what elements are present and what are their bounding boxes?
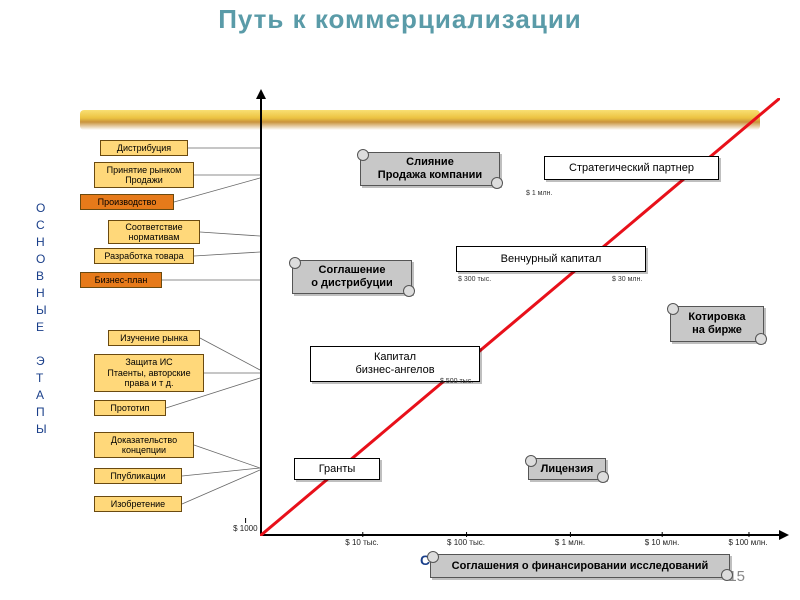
stage-box: Изучение рынка — [108, 330, 200, 346]
page-title: Путь к коммерциализации — [0, 4, 800, 35]
x-tick: $ 100 млн. — [728, 538, 767, 547]
x-tick: $ 1000 — [233, 524, 257, 533]
white-node: Гранты — [294, 458, 380, 480]
x-tick: $ 10 тыс. — [345, 538, 378, 547]
x-axis — [260, 534, 780, 536]
stage-box: Ппубликации — [94, 468, 182, 484]
stage-box: Разработка товара — [94, 248, 194, 264]
value-annotation: $ 30 млн. — [612, 276, 642, 283]
vertical-axis-label: О С Н О В Н Ы Е Э Т А П Ы — [36, 200, 47, 438]
white-node: Стратегический партнер — [544, 156, 719, 180]
stage-box: Изобретение — [94, 496, 182, 512]
x-tick: $ 10 млн. — [645, 538, 680, 547]
stage-box: Принятие рынком Продажи — [94, 162, 194, 188]
stage-box: Бизнес-план — [80, 272, 162, 288]
value-annotation: $ 1 млн. — [526, 190, 552, 197]
white-node: Капитал бизнес-ангелов — [310, 346, 480, 382]
stage-box: Дистрибуция — [100, 140, 188, 156]
stage-box: Соответствие нормативам — [108, 220, 200, 244]
scroll-node: Соглашение о дистрибуции — [292, 260, 412, 294]
scroll-node: Соглашения о финансировании исследований — [430, 554, 730, 578]
x-tick: $ 1 млн. — [555, 538, 585, 547]
scroll-node: Лицензия — [528, 458, 606, 480]
stage-box: Производство — [80, 194, 174, 210]
value-annotation: $ 300 тыс. — [458, 276, 491, 283]
scroll-node: Слияние Продажа компании — [360, 152, 500, 186]
stage-box: Защита ИС Птаенты, авторские права и т д… — [94, 354, 204, 392]
scroll-node: Котировка на бирже — [670, 306, 764, 342]
stage-box: Прототип — [94, 400, 166, 416]
x-tick: $ 100 тыс. — [447, 538, 485, 547]
y-axis — [260, 98, 262, 536]
value-annotation: $ 500 тыс. — [440, 378, 473, 385]
stage-box: Доказательство концепции — [94, 432, 194, 458]
white-node: Венчурный капитал — [456, 246, 646, 272]
decorative-band — [80, 110, 760, 130]
